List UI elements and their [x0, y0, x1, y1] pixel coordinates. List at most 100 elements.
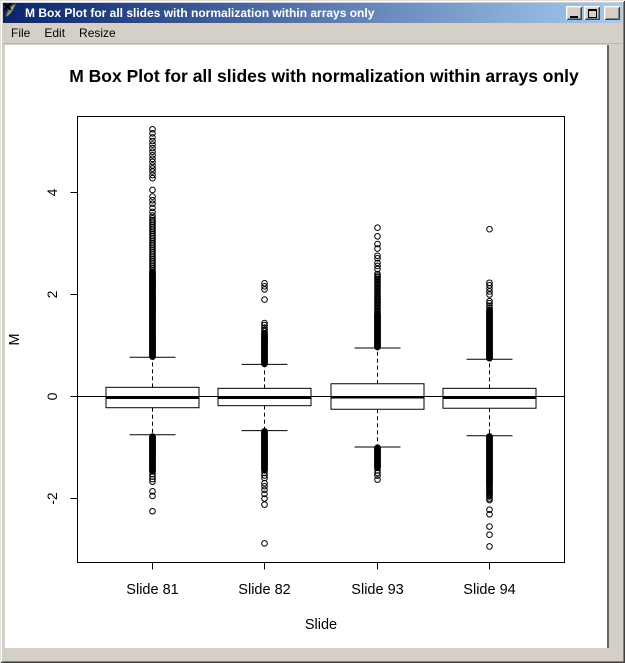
- outlier-point: [261, 279, 268, 287]
- outlier-point: [149, 218, 156, 226]
- outlier-point: [486, 306, 493, 314]
- plot-box: [77, 116, 565, 563]
- outlier-point: [149, 475, 156, 483]
- outlier-point: [149, 155, 156, 163]
- outlier-point: [149, 168, 156, 175]
- boxplot-svg: -2 0 2 4 M Slide 81 Slide 82 Slide 93 Slide 94 Sl…: [7, 116, 565, 633]
- outlier-point: [486, 511, 493, 518]
- outlier-point: [261, 326, 268, 333]
- window-title: M Box Plot for all slides with normaliza…: [25, 6, 375, 20]
- outlier-point: [149, 125, 156, 133]
- outlier-point: [486, 279, 493, 287]
- outlier-point: [486, 531, 493, 539]
- outlier-point: [149, 196, 156, 204]
- outlier-point: [149, 151, 156, 159]
- outlier-point: [149, 162, 156, 169]
- outlier-point: [149, 130, 156, 137]
- outlier-point: [149, 165, 156, 172]
- close-icon: [3, 3, 12, 11]
- outlier-point: [486, 297, 493, 305]
- outlier-point: [149, 478, 156, 485]
- outlier-point: [261, 319, 268, 327]
- outlier-point: [486, 225, 493, 233]
- outlier-point: [486, 496, 493, 504]
- outlier-point: [149, 214, 156, 222]
- y-tick-label: 4: [44, 188, 60, 196]
- outlier-point: [374, 245, 381, 252]
- y-tick-label: 2: [44, 290, 60, 298]
- outlier-point: [261, 286, 268, 293]
- outlier-point: [374, 252, 381, 260]
- outlier-point: [261, 469, 268, 477]
- outlier-point: [374, 240, 381, 248]
- minimize-icon: [570, 15, 578, 18]
- outlier-point: [149, 470, 156, 478]
- outlier-point: [374, 467, 381, 474]
- y-axis-label: M: [7, 333, 23, 345]
- outlier-point: [149, 158, 156, 166]
- plot-canvas: M Box Plot for all slides with normaliza…: [5, 45, 609, 648]
- outlier-point: [261, 283, 268, 290]
- outlier-point: [261, 479, 268, 487]
- outlier-point: [374, 259, 381, 267]
- outlier-point: [261, 540, 268, 547]
- outlier-point: [261, 482, 268, 490]
- outlier-point: [149, 193, 156, 200]
- outlier-point: [486, 506, 493, 514]
- outlier-point: [149, 488, 156, 495]
- maximize-button[interactable]: [584, 6, 600, 20]
- maximize-icon: [587, 8, 597, 18]
- minimize-button[interactable]: [566, 6, 582, 20]
- outlier-point: [149, 433, 156, 440]
- outlier-point: [374, 444, 381, 452]
- outlier-point: [149, 148, 156, 155]
- outlier-point: [149, 141, 156, 148]
- outlier-point: [149, 186, 156, 194]
- outlier-point: [486, 433, 493, 440]
- outlier-point: [374, 472, 381, 479]
- outlier-point: [486, 302, 493, 310]
- outlier-point: [149, 144, 156, 152]
- outlier-point: [486, 482, 493, 490]
- close-button[interactable]: [3, 3, 620, 20]
- outlier-point: [261, 501, 268, 508]
- x-tick-label: Slide 81: [126, 582, 178, 598]
- x-tick-label: Slide 82: [238, 582, 290, 598]
- menu-resize[interactable]: Resize: [79, 25, 116, 40]
- outlier-point: [261, 474, 268, 482]
- outlier-point: [374, 224, 381, 231]
- menu-file[interactable]: File: [11, 25, 31, 40]
- y-tick-label: 0: [44, 392, 60, 400]
- outlier-point: [261, 321, 268, 329]
- outlier-point: [486, 523, 493, 530]
- outlier-point: [261, 472, 268, 479]
- outlier-point: [374, 262, 381, 270]
- outlier-point: [374, 254, 381, 262]
- outlier-point: [149, 507, 156, 515]
- outlier-point: [486, 543, 493, 550]
- outlier-point: [149, 134, 156, 141]
- outlier-point: [374, 476, 381, 483]
- outlier-point: [261, 296, 268, 303]
- outlier-point: [149, 492, 156, 500]
- menu-edit[interactable]: Edit: [44, 25, 66, 40]
- title-bar[interactable]: M Box Plot for all slides with normaliza…: [3, 3, 622, 23]
- menu-bar: File Edit Resize: [3, 23, 622, 44]
- outlier-point: [149, 171, 156, 179]
- outlier-point: [261, 486, 268, 494]
- x-tick-label: Slide 94: [463, 582, 515, 598]
- outlier-point: [149, 212, 156, 219]
- x-axis-label: Slide: [305, 617, 337, 633]
- outlier-point: [149, 174, 156, 182]
- outlier-point: [149, 216, 156, 224]
- outlier-point: [486, 282, 493, 289]
- outlier-point: [374, 265, 381, 273]
- outlier-point: [486, 299, 493, 307]
- outlier-point: [261, 427, 268, 435]
- outlier-point: [374, 469, 381, 477]
- plot-title: M Box Plot for all slides with normaliza…: [69, 66, 579, 86]
- window-controls: [3, 3, 620, 20]
- x-tick-label: Slide 93: [351, 582, 403, 598]
- box-iqr: [217, 387, 312, 407]
